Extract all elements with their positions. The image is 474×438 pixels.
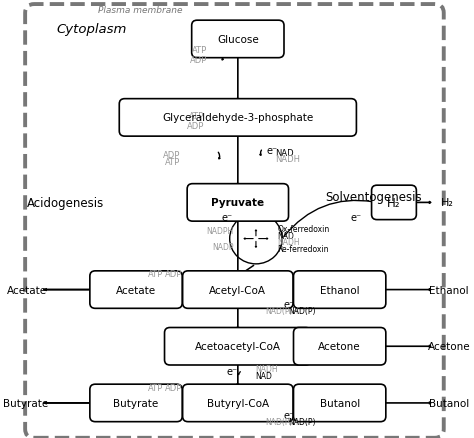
Text: H₂: H₂ — [387, 197, 401, 209]
Text: e⁻: e⁻ — [221, 212, 233, 222]
Text: NAD(P)H: NAD(P)H — [265, 417, 299, 426]
FancyBboxPatch shape — [293, 384, 386, 422]
FancyBboxPatch shape — [119, 99, 356, 137]
Text: e⁻: e⁻ — [284, 299, 295, 309]
FancyBboxPatch shape — [164, 328, 311, 365]
Text: Butyrate: Butyrate — [113, 398, 159, 408]
Text: Pyruvate: Pyruvate — [211, 198, 264, 208]
Text: Acetone: Acetone — [428, 342, 471, 351]
Text: ADP: ADP — [164, 383, 182, 392]
Text: Solventogenesis: Solventogenesis — [325, 191, 422, 204]
Text: Acetate: Acetate — [116, 285, 156, 295]
Text: ADP: ADP — [164, 269, 182, 278]
Text: Ethanol: Ethanol — [429, 285, 469, 295]
Text: ATP: ATP — [189, 111, 204, 120]
FancyBboxPatch shape — [191, 21, 284, 59]
Text: Butyrate: Butyrate — [3, 398, 49, 408]
FancyBboxPatch shape — [182, 271, 293, 309]
Text: Re-ferredoxin: Re-ferredoxin — [278, 244, 329, 253]
Text: NAD(P): NAD(P) — [288, 306, 316, 315]
Text: ADP: ADP — [187, 121, 204, 131]
Text: Cytoplasm: Cytoplasm — [57, 22, 127, 35]
Text: e⁻: e⁻ — [227, 366, 238, 376]
Text: e⁻: e⁻ — [351, 212, 362, 222]
FancyBboxPatch shape — [25, 5, 444, 438]
Text: NADH: NADH — [275, 155, 301, 163]
Text: ADP: ADP — [163, 151, 180, 159]
Text: ATP: ATP — [164, 158, 180, 167]
Text: Ox-ferredoxin: Ox-ferredoxin — [278, 225, 330, 234]
Text: NAD: NAD — [278, 232, 294, 241]
Text: Butanol: Butanol — [319, 398, 360, 408]
FancyBboxPatch shape — [187, 184, 289, 222]
Text: Butanol: Butanol — [429, 398, 469, 408]
Text: NADP: NADP — [212, 242, 233, 251]
Text: ATP: ATP — [148, 269, 163, 278]
Text: e⁻: e⁻ — [284, 410, 295, 420]
Text: e⁻: e⁻ — [266, 146, 277, 156]
FancyBboxPatch shape — [293, 328, 386, 365]
FancyBboxPatch shape — [90, 384, 182, 422]
FancyBboxPatch shape — [90, 271, 182, 309]
Text: NADH: NADH — [278, 237, 301, 246]
Text: H₂: H₂ — [441, 198, 454, 208]
Text: Glyceraldehyde-3-phosphate: Glyceraldehyde-3-phosphate — [162, 113, 313, 123]
Text: Acetone: Acetone — [319, 342, 361, 351]
Text: NADH: NADH — [255, 364, 278, 374]
Text: ADP: ADP — [190, 56, 207, 65]
Text: Ethanol: Ethanol — [320, 285, 359, 295]
Text: Acidogenesis: Acidogenesis — [27, 197, 104, 209]
FancyBboxPatch shape — [372, 186, 416, 220]
Text: ATP: ATP — [192, 46, 207, 55]
Text: Butyryl-CoA: Butyryl-CoA — [207, 398, 269, 408]
Text: Acetoacetyl-CoA: Acetoacetyl-CoA — [195, 342, 281, 351]
Text: Acetyl-CoA: Acetyl-CoA — [210, 285, 266, 295]
Text: Plasma membrane: Plasma membrane — [98, 6, 182, 15]
Text: Acetate: Acetate — [7, 285, 46, 295]
Text: NADPH: NADPH — [206, 227, 233, 236]
Text: NAD(P)H: NAD(P)H — [265, 306, 299, 315]
Text: Glucose: Glucose — [217, 35, 259, 45]
FancyBboxPatch shape — [182, 384, 293, 422]
Text: NAD(P): NAD(P) — [288, 417, 316, 426]
Text: NAD: NAD — [255, 371, 272, 380]
Text: ATP: ATP — [148, 383, 163, 392]
FancyBboxPatch shape — [293, 271, 386, 309]
Text: NAD: NAD — [275, 148, 294, 157]
